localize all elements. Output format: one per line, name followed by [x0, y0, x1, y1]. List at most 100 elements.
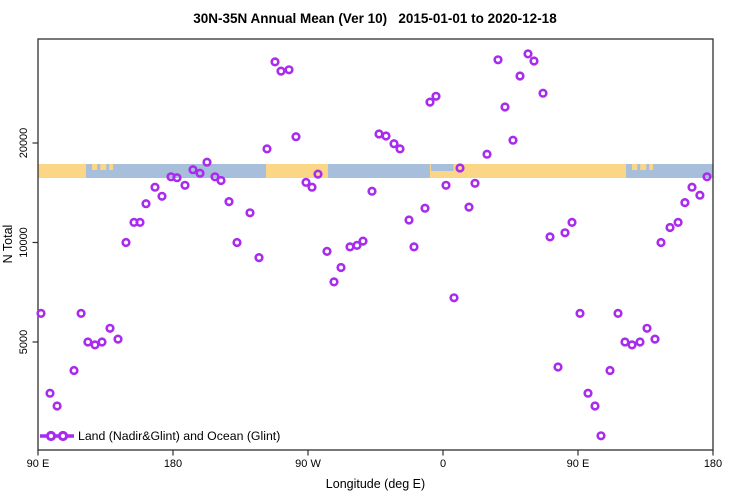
map-strip-island	[92, 164, 98, 170]
data-point	[583, 388, 593, 398]
data-point	[695, 190, 705, 200]
data-point	[650, 334, 660, 344]
data-point	[545, 232, 555, 242]
data-point	[395, 144, 405, 154]
data-point	[508, 135, 518, 145]
data-point	[45, 388, 55, 398]
data-point	[673, 217, 683, 227]
y-tick-label: 10000	[18, 227, 30, 258]
data-point	[560, 228, 570, 238]
data-point	[420, 203, 430, 213]
data-point	[284, 65, 294, 75]
legend-point-icon	[45, 430, 57, 442]
data-point	[567, 217, 577, 227]
data-point	[553, 362, 563, 372]
data-point	[105, 323, 115, 333]
data-point	[575, 308, 585, 319]
data-point	[680, 198, 690, 208]
data-point	[141, 199, 151, 209]
data-point	[69, 365, 79, 376]
data-point	[529, 56, 539, 66]
data-point	[470, 178, 480, 188]
data-point	[322, 246, 332, 256]
x-tick-label: 180	[164, 458, 182, 470]
data-point	[216, 175, 226, 186]
data-point	[254, 253, 264, 263]
data-point	[431, 91, 441, 101]
data-point	[135, 217, 145, 227]
map-strip-island	[109, 164, 113, 170]
data-point	[702, 172, 712, 182]
data-point	[374, 129, 384, 139]
data-point	[482, 149, 492, 159]
data-point	[52, 401, 62, 411]
data-point	[270, 57, 280, 67]
data-point	[493, 55, 503, 65]
legend-label: Land (Nadir&Glint) and Ocean (Glint)	[78, 429, 281, 443]
data-point	[307, 182, 317, 192]
y-tick-label: 5000	[18, 330, 30, 354]
chart-title: 30N-35N Annual Mean (Ver 10) 2015-01-01 …	[193, 11, 557, 26]
data-point	[425, 97, 435, 107]
data-point	[336, 262, 346, 273]
data-point	[409, 242, 419, 252]
data-point	[276, 66, 286, 76]
x-tick-label: 90 E	[567, 458, 590, 470]
data-point	[358, 236, 368, 246]
data-point	[291, 132, 301, 142]
x-tick-label: 90 W	[295, 458, 321, 470]
data-point	[538, 88, 548, 98]
data-point	[121, 237, 131, 248]
data-point	[262, 144, 272, 154]
legend-point-icon	[57, 430, 69, 442]
x-axis-label: Longitude (deg E)	[325, 477, 426, 491]
data-point	[97, 337, 107, 347]
data-point	[500, 102, 510, 112]
data-point	[590, 401, 600, 411]
data-point	[404, 215, 414, 225]
data-point	[620, 337, 630, 347]
data-point	[455, 163, 465, 173]
map-strip-island	[100, 164, 107, 170]
plot-box	[37, 38, 714, 451]
data-point	[449, 293, 459, 303]
data-point	[301, 177, 311, 187]
map-strip-land-segment	[38, 164, 86, 178]
x-tick-label: 180	[704, 458, 722, 470]
x-tick-label: 90 E	[27, 458, 50, 470]
map-strip-island	[632, 164, 638, 170]
map-strip-land-segment	[429, 164, 626, 178]
data-point	[441, 180, 451, 190]
data-point	[36, 308, 46, 319]
data-point	[345, 242, 355, 252]
data-point	[627, 340, 637, 350]
data-point	[83, 337, 93, 347]
data-point	[329, 277, 339, 287]
data-point	[656, 237, 666, 248]
map-strip-sea-top	[431, 164, 454, 171]
data-point	[76, 308, 86, 319]
map-strip-island	[640, 164, 647, 170]
data-point	[515, 71, 525, 81]
data-point	[313, 169, 323, 179]
data-point	[389, 139, 399, 149]
data-point	[464, 202, 474, 212]
y-tick-label: 20000	[18, 128, 30, 159]
data-point	[687, 182, 697, 192]
data-point	[150, 182, 160, 192]
data-point	[523, 49, 533, 59]
data-point	[596, 431, 606, 441]
data-point	[665, 222, 675, 233]
data-point	[367, 186, 377, 196]
map-strip-island	[649, 164, 653, 170]
data-point	[381, 131, 391, 141]
y-axis-label: N Total	[1, 224, 15, 264]
data-point	[635, 337, 645, 347]
data-point	[613, 308, 623, 319]
data-point	[352, 240, 362, 250]
data-point	[172, 173, 182, 183]
data-point	[224, 197, 234, 207]
data-point	[180, 180, 190, 190]
